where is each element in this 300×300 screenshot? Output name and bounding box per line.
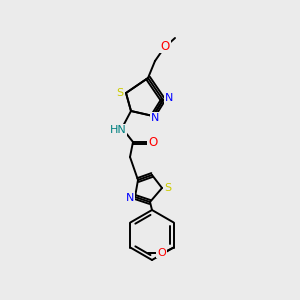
Text: O: O — [160, 40, 169, 52]
Text: O: O — [157, 248, 166, 257]
Text: N: N — [165, 93, 173, 103]
Text: N: N — [151, 113, 159, 123]
Text: S: S — [164, 183, 172, 193]
Text: HN: HN — [110, 125, 126, 135]
Text: S: S — [116, 88, 124, 98]
Text: O: O — [148, 136, 158, 148]
Text: N: N — [126, 193, 134, 203]
